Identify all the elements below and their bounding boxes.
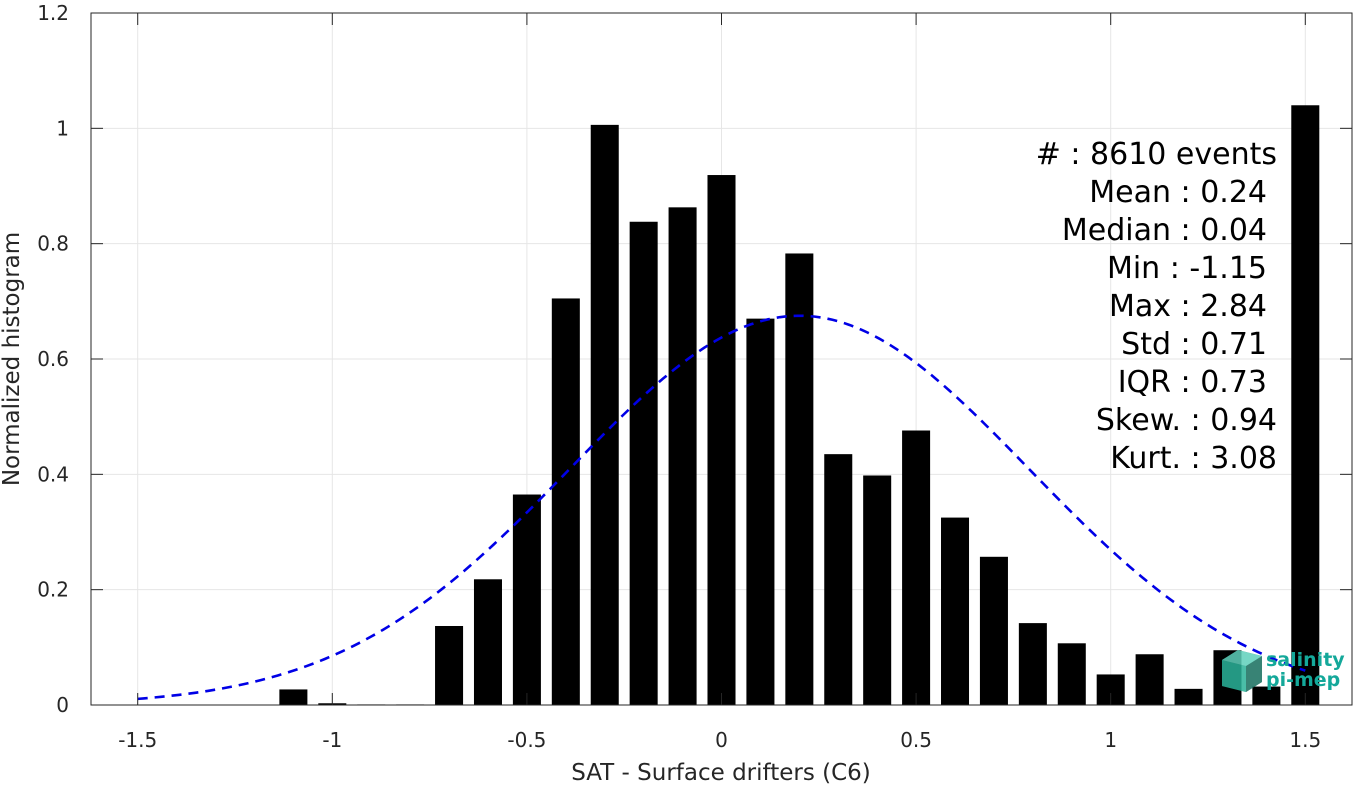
x-tick-labels: -1.5 -1 -0.5 0 0.5 1 1.5	[118, 728, 1321, 752]
x-tick-label: 0.5	[900, 728, 932, 752]
histogram-bar	[785, 253, 814, 705]
histogram-bar	[824, 454, 853, 705]
stat-median: Median : 0.04	[1062, 213, 1267, 248]
x-tick-label: -1	[322, 728, 342, 752]
histogram-bar	[629, 221, 658, 705]
x-tick-label: 1	[1104, 728, 1117, 752]
y-tick-label: 0.8	[37, 232, 69, 256]
histogram-bar	[1018, 623, 1047, 705]
logo-line-salinity: salinity	[1266, 649, 1345, 671]
histogram-bar	[941, 517, 970, 705]
gaussian-fit-curve	[137, 314, 1306, 701]
y-tick-label: 1.2	[37, 1, 69, 25]
x-tick-label: -0.5	[507, 728, 546, 752]
histogram-bar	[279, 689, 308, 705]
histogram-bar	[746, 318, 775, 705]
histogram-bar	[551, 298, 580, 705]
axes	[90, 12, 1353, 706]
stat-mean: Mean : 0.24	[1089, 175, 1267, 210]
y-tick-label: 1	[56, 116, 69, 140]
statistics-annotation: # : 8610 events Mean : 0.24 Median : 0.0…	[1036, 137, 1277, 476]
stat-skew: Skew. : 0.94	[1096, 403, 1277, 438]
y-tick-label: 0	[56, 693, 69, 717]
histogram-bar	[473, 579, 502, 705]
stat-kurt: Kurt. : 3.08	[1110, 441, 1277, 476]
y-tick-label: 0.6	[37, 347, 69, 371]
x-axis-label: SAT - Surface drifters (C6)	[571, 760, 871, 785]
stat-iqr: IQR : 0.73	[1118, 365, 1267, 400]
histogram-bar	[1291, 105, 1320, 706]
x-tick-label: -1.5	[118, 728, 157, 752]
histogram-bar	[668, 207, 697, 705]
y-tick-labels: 0 0.2 0.4 0.6 0.8 1 1.2	[37, 1, 69, 717]
salinity-pimep-logo: salinity pi-mep	[1222, 649, 1345, 692]
y-tick-label: 0.2	[37, 578, 69, 602]
histogram-bar	[435, 625, 464, 705]
histogram-bar	[707, 175, 736, 705]
stat-std: Std : 0.71	[1121, 327, 1267, 362]
stat-events: # : 8610 events	[1036, 137, 1277, 172]
x-tick-label: 0	[715, 728, 728, 752]
histogram-bar	[1135, 654, 1164, 705]
histogram-bar	[863, 475, 892, 705]
y-tick-label: 0.4	[37, 462, 69, 486]
x-tick-label: 1.5	[1289, 728, 1321, 752]
histogram-bar	[1252, 686, 1281, 705]
y-axis-label: Normalized histogram	[0, 232, 25, 486]
histogram-bar	[512, 494, 541, 705]
stat-max: Max : 2.84	[1109, 289, 1267, 324]
logo-line-pimep: pi-mep	[1266, 669, 1340, 691]
gaussian-fit	[137, 314, 1306, 701]
histogram-bar	[1174, 688, 1203, 705]
stat-min: Min : -1.15	[1107, 251, 1267, 286]
histogram-bar	[1057, 643, 1086, 705]
histogram-bar	[979, 556, 1008, 705]
salinity-cube-logo-icon	[1222, 650, 1262, 692]
histogram-bars	[279, 105, 1320, 706]
histogram-bar	[590, 124, 619, 705]
histogram-bar	[902, 430, 931, 705]
